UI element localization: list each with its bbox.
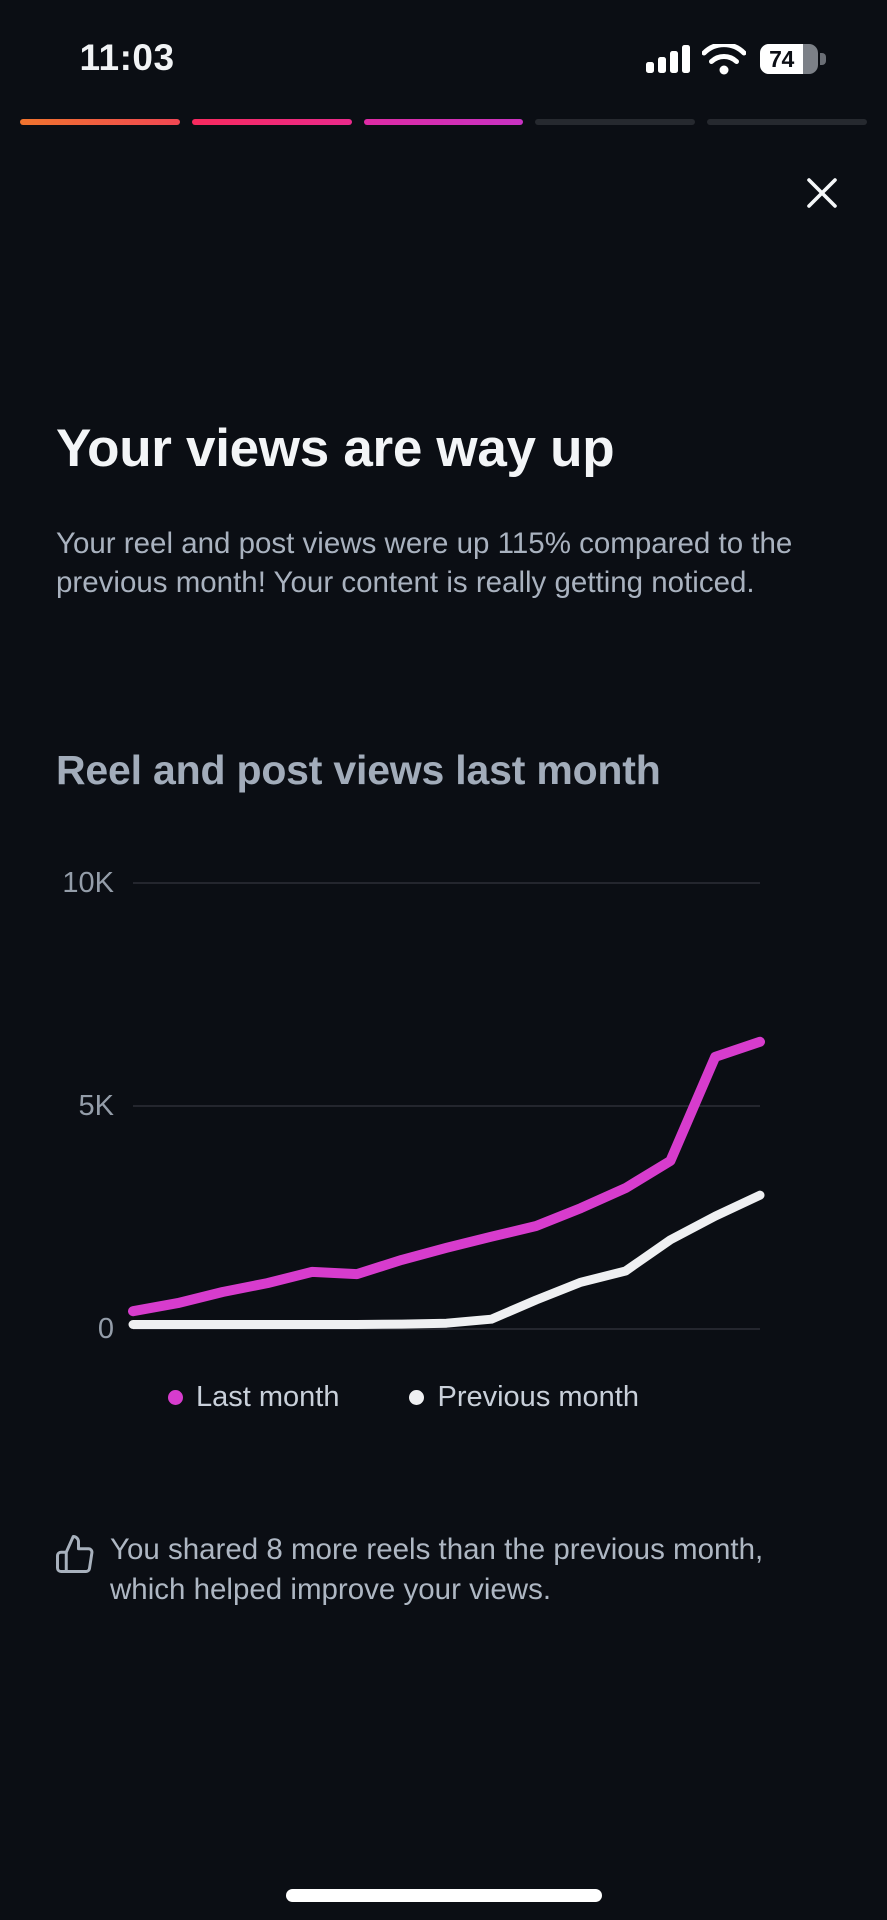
- legend-item-previous-month: Previous month: [409, 1381, 639, 1414]
- headline-body: Your reel and post views were up 115% co…: [56, 527, 793, 599]
- legend-label-previous-month: Previous month: [437, 1380, 639, 1413]
- page-title: Your views are way up: [56, 419, 615, 478]
- legend-label-last-month: Last month: [196, 1380, 340, 1413]
- battery-nub: [820, 53, 826, 65]
- story-progress-segment-3: [363, 119, 524, 125]
- y-axis-tick-5k: 5K: [78, 1090, 114, 1122]
- legend-dot-last-month: [168, 1389, 183, 1405]
- story-progress-segment-2: [191, 119, 352, 125]
- story-progress-segment-4: [535, 119, 696, 125]
- close-button[interactable]: [796, 167, 848, 219]
- legend-item-last-month: Last month: [168, 1381, 339, 1414]
- wifi-icon: [702, 44, 746, 75]
- line-series-previous-month: [128, 1190, 765, 1329]
- status-bar-time: 11:03: [79, 37, 175, 78]
- story-progress-segment-1: [20, 119, 180, 125]
- line-series-last-month: [128, 1036, 765, 1317]
- thumbs-up-icon: [56, 1535, 94, 1573]
- story-progress-bar: [20, 119, 867, 125]
- chart-title: Reel and post views last month: [56, 747, 661, 793]
- y-axis-tick-0: 0: [97, 1313, 114, 1345]
- cellular-signal-icon: [646, 45, 690, 73]
- home-indicator[interactable]: [286, 1889, 602, 1902]
- battery-icon: 74: [760, 44, 818, 74]
- insight-note-text: You shared 8 more reels than the previou…: [110, 1533, 764, 1606]
- views-line-chart: [128, 882, 765, 1330]
- y-axis-tick-10k: 10K: [62, 867, 114, 899]
- chart-legend: Last month Previous month: [168, 1376, 818, 1418]
- battery-percent: 74: [760, 44, 803, 74]
- legend-dot-previous-month: [409, 1389, 425, 1405]
- story-progress-segment-5: [707, 119, 867, 125]
- close-icon: [807, 178, 837, 208]
